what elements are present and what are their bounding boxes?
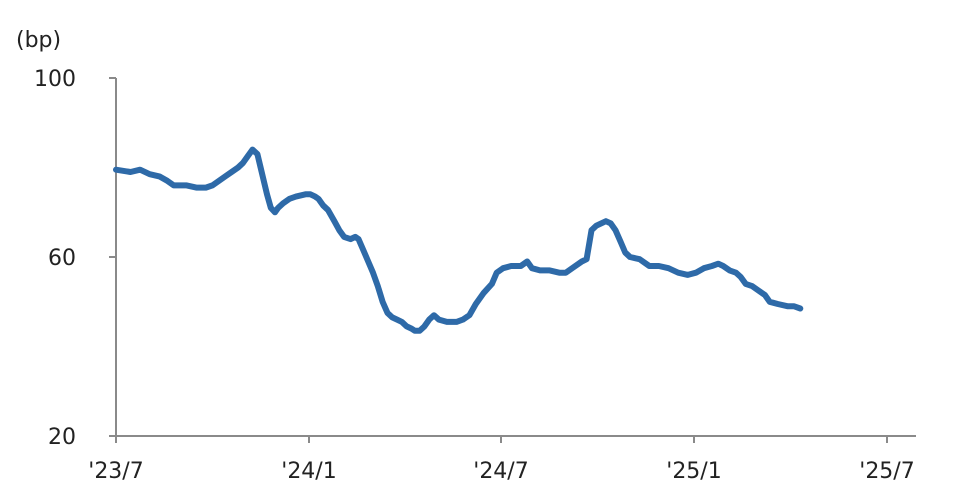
x-tick-label: '25/1 xyxy=(666,459,721,484)
y-axis-ticks: 100 60 20 xyxy=(34,67,116,450)
x-tick-label: '25/7 xyxy=(859,459,914,484)
x-axis-ticks: '23/7 '24/1 '24/7 '25/1 '25/7 xyxy=(88,436,915,484)
y-axis-unit-label: (bp) xyxy=(16,28,61,53)
series-line xyxy=(113,146,804,334)
y-tick-label: 60 xyxy=(48,246,76,271)
x-tick-label: '24/1 xyxy=(281,459,336,484)
y-tick-label: 100 xyxy=(34,67,76,92)
x-tick-label: '24/7 xyxy=(473,459,528,484)
axes xyxy=(115,78,916,437)
x-tick-label: '23/7 xyxy=(88,459,143,484)
y-tick-label: 20 xyxy=(48,425,76,450)
